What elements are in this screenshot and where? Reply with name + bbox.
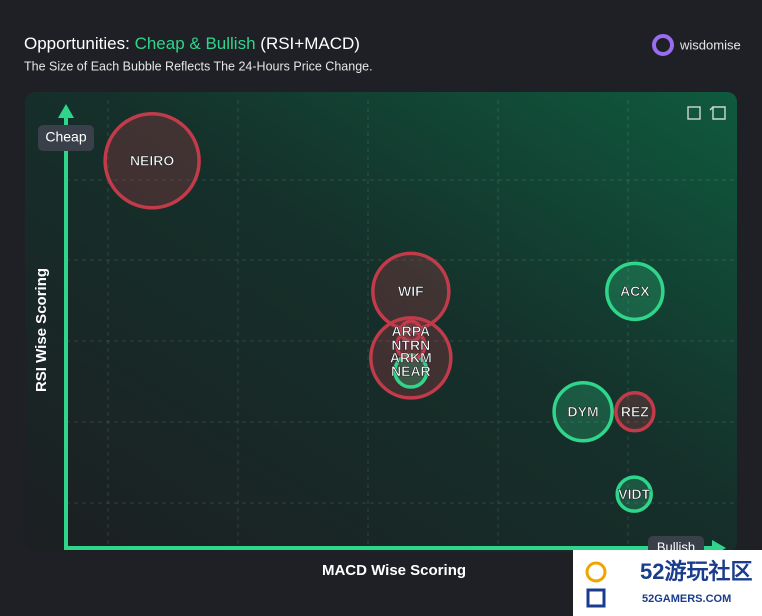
- y-arrow: [58, 104, 74, 118]
- plot-panel: [25, 92, 737, 552]
- title: Opportunities: Cheap & Bullish (RSI+MACD…: [24, 34, 360, 53]
- toolbar[interactable]: [687, 106, 726, 120]
- title-prefix: Opportunities:: [24, 34, 130, 53]
- bubble-label: ARPA: [392, 323, 431, 339]
- bubble-label: ARKM: [390, 350, 432, 366]
- subtitle: The Size of Each Bubble Reflects The 24-…: [24, 59, 373, 73]
- watermark-icon: [586, 588, 606, 608]
- bubble: [371, 251, 451, 332]
- title-suffix: (RSI+MACD): [260, 34, 360, 53]
- bubble-label: NEAR: [391, 363, 431, 379]
- cheap-badge: [38, 125, 94, 151]
- bubble: [103, 112, 201, 210]
- bubble-label: REZ: [621, 403, 649, 419]
- bubble-label: VIDT: [618, 486, 650, 502]
- bubble: [552, 381, 614, 443]
- y-end-label: Cheap: [45, 129, 86, 145]
- zoom-icon[interactable]: [687, 106, 701, 120]
- bubble-label: WIF: [398, 283, 424, 299]
- bubble: [399, 319, 423, 343]
- bubble-label: NTRN: [391, 337, 430, 353]
- watermark-icon: [585, 561, 607, 583]
- bubble: [614, 391, 656, 433]
- bubble-label: ACX: [620, 283, 650, 299]
- watermark-site: 52GAMERS.COM: [642, 593, 731, 605]
- bubble: [615, 475, 653, 513]
- brand-logo: [652, 34, 674, 56]
- y-axis-label: RSI Wise Scoring: [33, 268, 50, 392]
- x-axis-label: MACD Wise Scoring: [322, 562, 466, 579]
- reset-icon[interactable]: [709, 106, 726, 120]
- watermark-name: 52游玩社区: [640, 559, 752, 584]
- bubble: [605, 261, 665, 322]
- bubble: [393, 353, 429, 389]
- title-highlight: Cheap & Bullish: [135, 34, 256, 53]
- bubbles: [103, 112, 665, 513]
- bubble-label: NEIRO: [130, 153, 174, 169]
- brand: wisdomise: [679, 37, 741, 52]
- bubble-label: DYM: [568, 403, 599, 419]
